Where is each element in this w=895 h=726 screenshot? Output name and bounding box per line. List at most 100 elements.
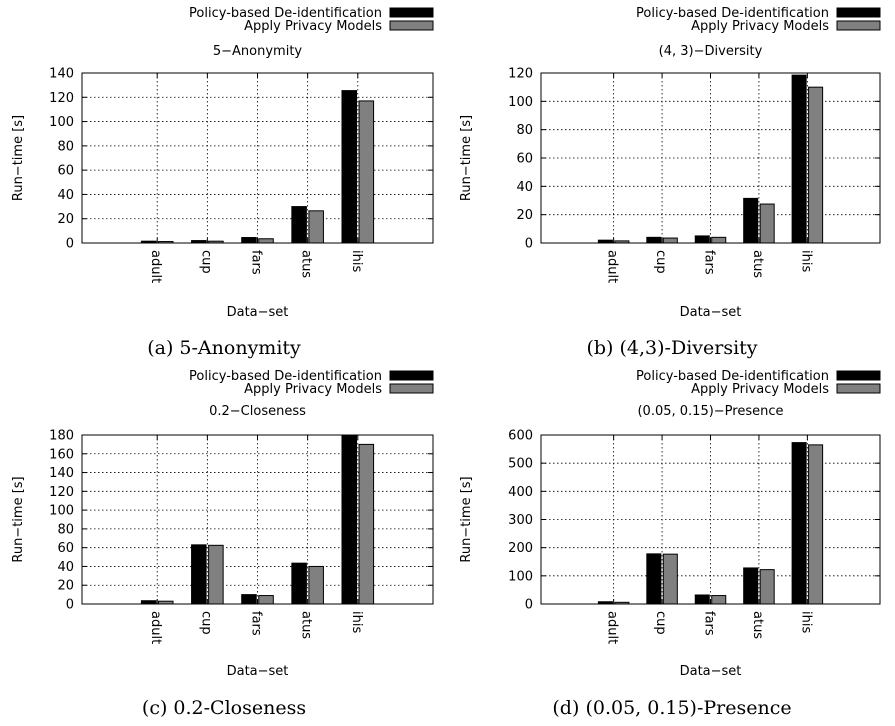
y-tick-label: 300	[508, 513, 533, 528]
bar-cup-series-1	[662, 553, 678, 605]
figure-caption: (c) 0.2-Closeness	[142, 697, 306, 719]
bar-ihis-series-0	[791, 74, 807, 244]
y-tick-label: 600	[508, 429, 533, 444]
legend-label-1: Apply Privacy Models	[691, 382, 829, 397]
figure-caption: (b) (4,3)-Diversity	[586, 337, 757, 359]
bar-cup-series-0	[646, 553, 662, 605]
bar-fars-series-1	[711, 236, 727, 244]
chart-title: 5−Anonymity	[213, 44, 303, 59]
bar-atus-series-0	[743, 567, 759, 605]
x-tick-label-adult: adult	[148, 250, 163, 283]
legend-swatch-1	[836, 20, 881, 31]
figure-caption: (a) 5-Anonymity	[147, 337, 301, 359]
caption-letter: (d)	[552, 697, 579, 719]
y-tick-label: 120	[49, 485, 74, 500]
bar-fars-series-0	[241, 237, 257, 244]
y-tick-label: 120	[49, 91, 74, 106]
bar-cup-series-1	[208, 544, 224, 605]
legend-label-0: Policy-based De-identification	[636, 369, 829, 384]
bar-atus-series-0	[291, 206, 307, 244]
legend-label-0: Policy-based De-identification	[189, 369, 382, 384]
bar-atus-series-0	[743, 197, 759, 244]
y-tick-label: 180	[49, 429, 74, 444]
y-tick-label: 80	[57, 522, 74, 537]
legend-swatch-0	[836, 370, 881, 381]
x-tick-label-adult: adult	[605, 611, 620, 644]
bar-atus-series-1	[308, 565, 324, 605]
x-tick-label-fars: fars	[702, 611, 717, 636]
x-tick-label-ihis: ihis	[349, 611, 364, 633]
x-tick-label-atus: atus	[299, 611, 314, 639]
legend-swatch-1	[389, 383, 434, 394]
bar-fars-series-1	[258, 238, 274, 244]
bar-ihis-series-1	[808, 86, 824, 244]
x-tick-label-fars: fars	[249, 250, 264, 275]
y-tick-label: 100	[49, 504, 74, 519]
x-tick-label-fars: fars	[249, 611, 264, 636]
bar-fars-series-0	[694, 594, 710, 605]
legend-label-0: Policy-based De-identification	[189, 6, 382, 21]
x-tick-label-cup: cup	[198, 611, 213, 635]
y-axis-label: Run−time [s]	[459, 476, 474, 562]
y-axis-label: Run−time [s]	[11, 115, 26, 201]
y-tick-label: 80	[516, 123, 533, 138]
bar-atus-series-0	[291, 562, 307, 605]
y-tick-label: 100	[508, 95, 533, 110]
y-tick-label: 80	[57, 139, 74, 154]
x-tick-label-ihis: ihis	[798, 250, 813, 272]
x-tick-label-atus: atus	[750, 611, 765, 639]
figure-caption: (d) (0.05, 0.15)-Presence	[552, 697, 791, 719]
y-tick-label: 60	[57, 541, 74, 556]
legend-swatch-0	[389, 370, 434, 381]
chart-title: (4, 3)−Diversity	[659, 44, 763, 59]
y-tick-label: 0	[525, 598, 533, 613]
y-tick-label: 20	[57, 212, 74, 227]
y-tick-label: 100	[508, 569, 533, 584]
bar-ihis-series-1	[808, 444, 824, 605]
bar-ihis-series-1	[358, 443, 375, 605]
legend-label-0: Policy-based De-identification	[636, 6, 829, 21]
x-axis-label: Data−set	[227, 664, 289, 679]
plot-frame	[540, 434, 881, 605]
bar-ihis-series-0	[341, 435, 358, 605]
legend-swatch-1	[389, 20, 434, 31]
caption-text: (0.05, 0.15)-Presence	[585, 697, 791, 719]
bar-ihis-series-0	[791, 442, 807, 605]
x-tick-label-fars: fars	[702, 250, 717, 275]
bar-fars-series-1	[711, 595, 727, 605]
plot-frame	[540, 72, 881, 244]
y-tick-label: 160	[49, 447, 74, 462]
y-tick-label: 40	[57, 188, 74, 203]
caption-text: (4,3)-Diversity	[620, 337, 758, 359]
x-axis-label: Data−set	[680, 664, 742, 679]
bar-fars-series-1	[258, 595, 274, 605]
legend-label-1: Apply Privacy Models	[244, 19, 382, 34]
plot-frame	[81, 434, 434, 605]
y-tick-label: 20	[57, 579, 74, 594]
bar-atus-series-1	[308, 210, 324, 244]
x-tick-label-atus: atus	[299, 250, 314, 278]
y-tick-label: 200	[508, 541, 533, 556]
bar-cup-series-0	[191, 544, 207, 605]
caption-letter: (c)	[142, 697, 167, 719]
legend-label-1: Apply Privacy Models	[691, 19, 829, 34]
y-tick-label: 0	[66, 237, 74, 252]
y-tick-label: 40	[516, 180, 533, 195]
x-axis-label: Data−set	[227, 305, 289, 320]
y-axis-label: Run−time [s]	[11, 476, 26, 562]
y-axis-label: Run−time [s]	[459, 115, 474, 201]
y-tick-label: 100	[49, 115, 74, 130]
x-tick-label-cup: cup	[198, 250, 213, 274]
y-tick-label: 40	[57, 560, 74, 575]
y-tick-label: 60	[516, 152, 533, 167]
x-tick-label-cup: cup	[653, 611, 668, 635]
y-tick-label: 400	[508, 485, 533, 500]
x-tick-label-atus: atus	[750, 250, 765, 278]
chart-title: (0.05, 0.15)−Presence	[637, 404, 783, 419]
chart-title: 0.2−Closeness	[209, 404, 306, 419]
x-axis-label: Data−set	[680, 305, 742, 320]
